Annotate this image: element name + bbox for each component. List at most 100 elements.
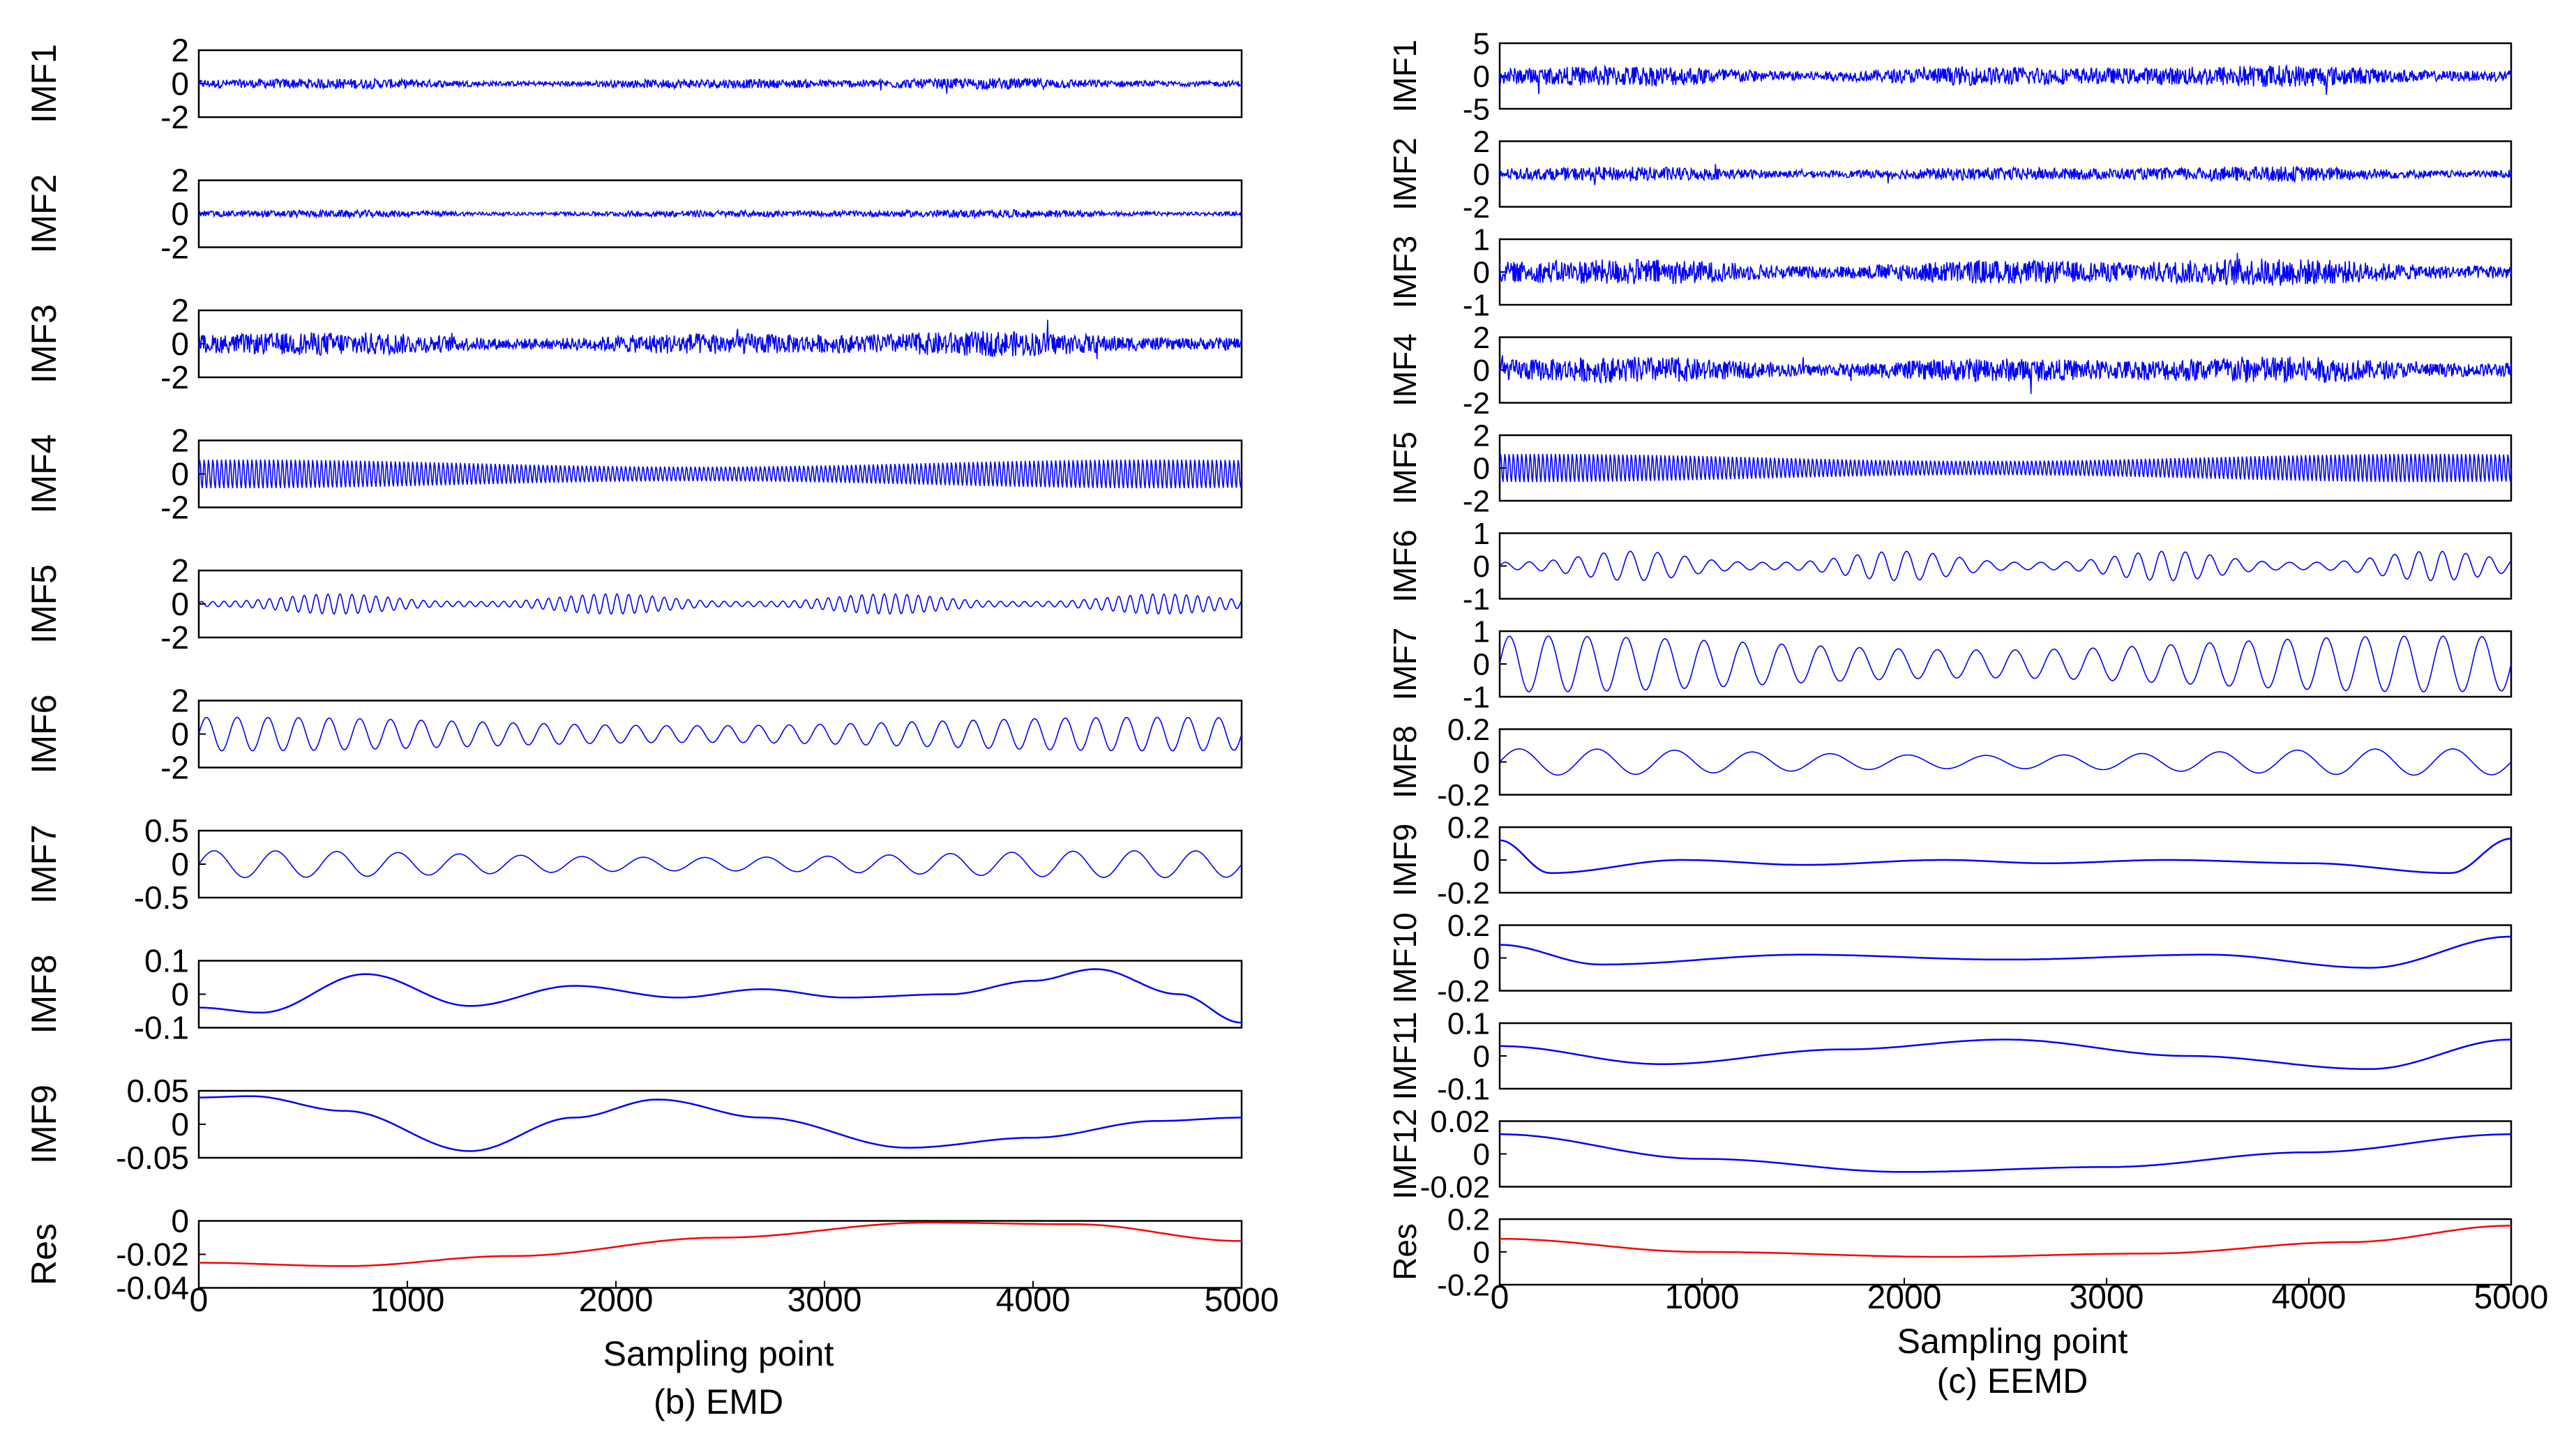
- eemd-imf3-series-line: [1499, 252, 2512, 286]
- eemd-imf6-series-line: [1499, 550, 2512, 582]
- eemd-res-ytick: -0.2: [1437, 1268, 1490, 1302]
- emd-imf1-ytick: -2: [160, 99, 189, 135]
- eemd-imf9-series-line: [1499, 838, 2512, 875]
- emd-imf6-ytick: 0: [171, 716, 189, 753]
- eemd-imf3-ytick: 0: [1473, 255, 1490, 289]
- emd-imf7-label: IMF7: [24, 824, 63, 904]
- eemd-imf12-frame: [1498, 1120, 2513, 1188]
- eemd-imf2-series-line: [1499, 164, 2512, 186]
- eemd-imf10-series-line: [1499, 935, 2511, 969]
- eemd-imf6-ytick: 0: [1473, 550, 1490, 584]
- eemd-imf3-ytick: 1: [1473, 222, 1490, 257]
- emd-caption: (b) EMD: [654, 1382, 783, 1421]
- eemd-imf6-label: IMF6: [1387, 529, 1423, 603]
- emd-imf1-ytick: 2: [171, 32, 189, 68]
- eemd-caption: (c) EEMD: [1937, 1361, 2088, 1400]
- eemd-imf10-ytick: 0: [1473, 942, 1490, 976]
- emd-imf1-series-line: [198, 77, 1242, 94]
- emd-imf8-series-line: [198, 968, 1242, 1024]
- emd-xtick-label: 2000: [579, 1282, 654, 1319]
- eemd-imf4-ytick: 2: [1473, 321, 1490, 355]
- emd-imf3-ytick: 2: [171, 292, 189, 328]
- emd-imf5-ytick: 2: [171, 552, 189, 589]
- eemd-imf2-label: IMF2: [1387, 137, 1423, 211]
- eemd-xlabel: Sampling point: [1897, 1322, 2128, 1361]
- eemd-imf10-ytick: -0.2: [1437, 974, 1490, 1009]
- emd-res-series-line: [199, 1221, 1242, 1267]
- eemd-imf7-ytick: 0: [1473, 647, 1490, 681]
- emd-imf6-series-line: [198, 716, 1242, 752]
- emd-res-ytick: -0.02: [116, 1237, 189, 1273]
- eemd-imf7-label: IMF7: [1387, 628, 1423, 701]
- emd-imf5-ytick: -2: [160, 619, 189, 656]
- eemd-imf1-ytick: 0: [1473, 59, 1490, 93]
- emd-imf3-label: IMF3: [24, 304, 63, 384]
- eemd-imf6-frame: [1498, 532, 2513, 600]
- emd-imf4-label: IMF4: [24, 435, 63, 514]
- emd-imf7-ytick: -0.5: [134, 879, 189, 916]
- emd-imf3-ytick: -2: [160, 359, 189, 395]
- eemd-panel: 50-5IMF120-2IMF210-1IMF320-2IMF420-2IMF5…: [1387, 27, 2548, 1316]
- eemd-imf1-series-line: [1499, 63, 2512, 96]
- eemd-imf8-ytick: 0.2: [1447, 713, 1490, 747]
- emd-imf9-ytick: 0: [171, 1106, 189, 1142]
- eemd-imf11-series-line: [1500, 1039, 2512, 1071]
- eemd-imf11-ytick: -0.1: [1437, 1072, 1490, 1106]
- emd-imf8-ytick: 0: [171, 976, 189, 1013]
- eemd-imf6-ytick: 1: [1473, 517, 1490, 551]
- eemd-imf5-series-line: [1499, 453, 2512, 483]
- eemd-imf3-ytick: -1: [1463, 288, 1490, 322]
- emd-imf7-ytick: 0: [171, 846, 189, 882]
- eemd-xtick-label: 4000: [2272, 1279, 2347, 1316]
- eemd-imf5-label: IMF5: [1387, 432, 1423, 505]
- emd-imf2-ytick: -2: [160, 229, 189, 266]
- eemd-xtick-label: 0: [1491, 1279, 1509, 1316]
- emd-imf3-series-line: [198, 319, 1242, 359]
- eemd-imf9-label: IMF9: [1387, 824, 1423, 897]
- eemd-imf5-ytick: 0: [1473, 451, 1490, 485]
- eemd-imf12-ytick: -0.02: [1420, 1170, 1490, 1204]
- eemd-imf7-series-line: [1499, 635, 2512, 693]
- emd-imf6-ytick: -2: [160, 750, 189, 786]
- eemd-imf9-ytick: 0: [1473, 843, 1490, 877]
- emd-xtick-label: 1000: [370, 1282, 445, 1319]
- eemd-res-label: Res: [1387, 1223, 1423, 1281]
- eemd-imf12-ytick: 0.02: [1430, 1105, 1490, 1139]
- emd-imf1-label: IMF1: [24, 44, 63, 123]
- eemd-xtick-label: 1000: [1665, 1279, 1740, 1316]
- emd-imf7-series-line: [198, 850, 1242, 879]
- emd-imf9-label: IMF9: [24, 1085, 63, 1164]
- emd-imf9-ytick: 0.05: [126, 1073, 189, 1109]
- eemd-imf12-label: IMF12: [1387, 1108, 1423, 1199]
- emd-res-frame: [197, 1220, 1243, 1289]
- eemd-imf10-ytick: 0.2: [1447, 909, 1490, 943]
- eemd-imf4-ytick: 0: [1473, 354, 1490, 388]
- eemd-imf11-ytick: 0.1: [1447, 1006, 1490, 1041]
- emd-imf5-ytick: 0: [171, 586, 189, 622]
- eemd-imf11-label: IMF11: [1387, 1012, 1423, 1101]
- emd-imf9-ytick: -0.05: [116, 1140, 189, 1176]
- emd-imf2-ytick: 2: [171, 163, 189, 199]
- eemd-imf2-ytick: 2: [1473, 125, 1490, 159]
- eemd-imf8-label: IMF8: [1387, 725, 1423, 799]
- emd-imf2-label: IMF2: [24, 174, 63, 254]
- eemd-imf6-ytick: -1: [1463, 582, 1490, 617]
- eemd-imf8-ytick: -0.2: [1437, 778, 1490, 813]
- eemd-xtick-label: 3000: [2070, 1279, 2144, 1316]
- eemd-imf1-label: IMF1: [1387, 40, 1423, 113]
- emd-imf8-label: IMF8: [24, 955, 63, 1034]
- emd-imf9-frame: [197, 1089, 1243, 1159]
- eemd-imf4-ytick: -2: [1463, 386, 1490, 421]
- eemd-imf7-ytick: 1: [1473, 614, 1490, 649]
- emd-xlabel: Sampling point: [603, 1334, 834, 1373]
- emd-imf4-ytick: 2: [171, 423, 189, 459]
- eemd-imf3-label: IMF3: [1387, 236, 1423, 309]
- eemd-imf4-series-line: [1499, 355, 2512, 394]
- emd-xtick-label: 4000: [996, 1282, 1071, 1319]
- emd-imf8-ytick: -0.1: [134, 1010, 189, 1046]
- emd-res-label: Res: [24, 1223, 63, 1285]
- emd-xtick-label: 0: [190, 1282, 209, 1319]
- eemd-xtick-label: 5000: [2474, 1279, 2549, 1316]
- eemd-imf12-series-line: [1500, 1133, 2511, 1173]
